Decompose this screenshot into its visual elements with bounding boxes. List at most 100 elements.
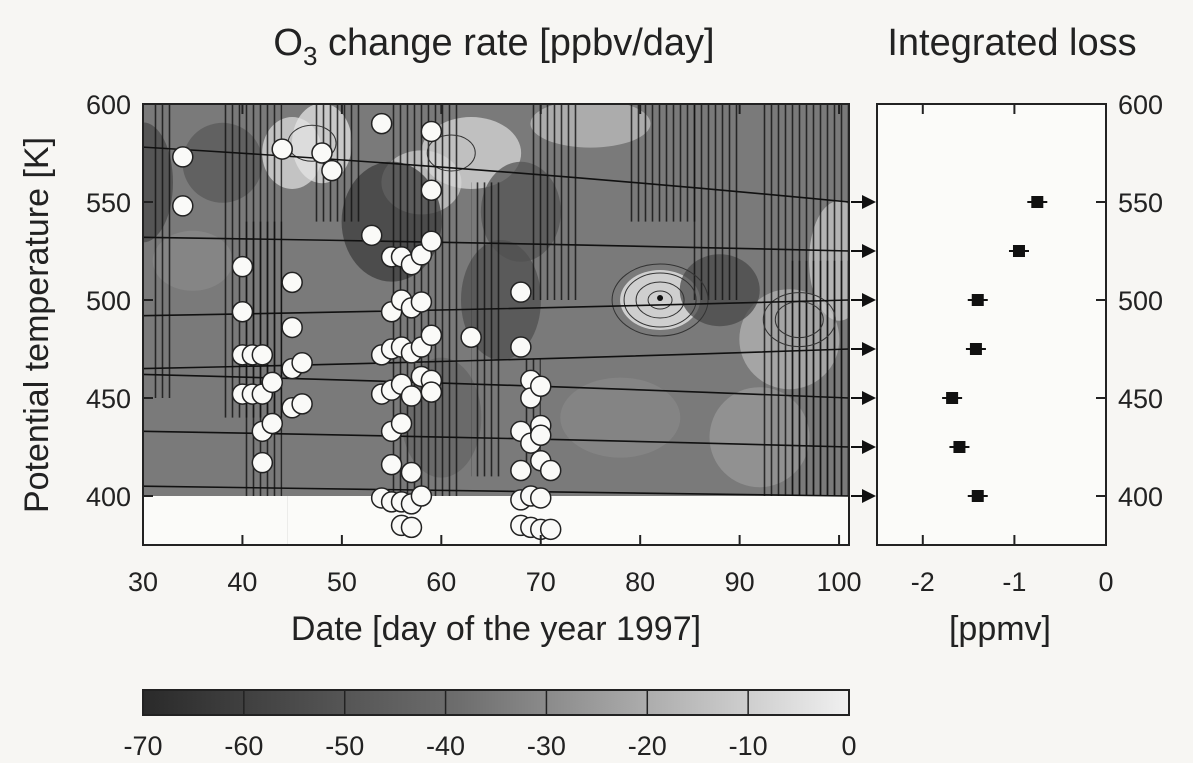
loss-y-tick-label: 450 — [1118, 384, 1163, 414]
x-tick-label: 30 — [128, 567, 158, 597]
sonde-point — [380, 453, 403, 476]
sonde-point — [420, 230, 443, 252]
hatched-region — [152, 104, 173, 398]
sonde-point — [529, 487, 552, 509]
contour-line — [647, 290, 673, 310]
sonde-point — [172, 195, 194, 217]
trajectory-line — [143, 146, 849, 203]
trajectory-arrow-head — [862, 440, 876, 454]
sonde-point — [281, 316, 303, 339]
contour-line — [426, 134, 476, 172]
hatched-region — [789, 260, 849, 526]
trajectory-arrow-head — [862, 244, 876, 258]
sonde-point — [420, 381, 443, 403]
sonde-point — [231, 301, 254, 323]
sonde-point — [291, 351, 313, 374]
x-tick-label: 90 — [725, 567, 755, 597]
hatched-region — [689, 104, 740, 300]
colorbar-tick-label: -60 — [224, 731, 263, 761]
x-tick-label: 100 — [817, 567, 862, 597]
colorbar-tick-label: -10 — [729, 731, 768, 761]
loss-x-axis-label: [ppmv] — [949, 610, 1051, 648]
colorbar-tick-label: -40 — [426, 731, 465, 761]
loss-y-tick-label: 400 — [1118, 482, 1163, 512]
sonde-point — [261, 412, 284, 435]
contour-line — [623, 272, 697, 328]
colorbar-tick-label: -50 — [325, 731, 364, 761]
trajectory-arrow-head — [862, 489, 876, 503]
x-axis-label: Date [day of the year 1997] — [291, 610, 701, 648]
trajectory-arrow-head — [862, 195, 876, 209]
trajectory-line — [143, 430, 849, 448]
sonde-point — [410, 291, 433, 313]
no-data-region — [287, 496, 849, 545]
loss-chart-title: Integrated loss — [887, 22, 1136, 64]
main-chart-title: O3 change rate [ppbv/day] — [273, 22, 714, 71]
sonde-point — [529, 424, 552, 446]
contour-line — [635, 281, 685, 319]
contour-center — [657, 295, 664, 302]
x-tick-label: 60 — [426, 567, 456, 597]
sonde-point — [390, 412, 413, 435]
sonde-point — [460, 326, 482, 348]
heatmap-shade-region — [560, 377, 681, 458]
sonde-point — [400, 516, 423, 539]
loss-x-tick-label: -2 — [911, 567, 935, 597]
sonde-point — [400, 461, 423, 484]
sonde-point — [281, 271, 303, 294]
sonde-point — [291, 393, 313, 415]
trajectory-line — [143, 373, 849, 399]
trajectory-line — [143, 485, 849, 497]
loss-frame — [876, 103, 1107, 546]
y-tick-label: 500 — [86, 286, 131, 316]
hatched-region — [630, 104, 700, 222]
loss-x-tick-label: 0 — [1098, 567, 1113, 597]
no-data-region — [143, 496, 288, 545]
sonde-point — [529, 375, 552, 397]
hatched-region — [530, 104, 581, 300]
sonde-point — [420, 324, 443, 347]
colorbar-tick-label: -20 — [628, 731, 667, 761]
sonde-point — [231, 255, 254, 278]
loss-y-tick-label: 500 — [1118, 286, 1163, 316]
y-tick-label: 400 — [86, 482, 131, 512]
sonde-point — [539, 459, 562, 482]
sonde-point — [510, 336, 532, 358]
x-tick-label: 80 — [625, 567, 655, 597]
colorbar-tick-label: -70 — [123, 731, 162, 761]
contour-line — [611, 263, 709, 337]
sonde-point — [400, 385, 423, 407]
sonde-point — [360, 224, 383, 247]
trajectory-arrow-head — [862, 293, 876, 307]
sonde-point — [410, 485, 433, 507]
trajectory-arrow-head — [862, 342, 876, 356]
sonde-point — [539, 518, 562, 541]
sonde-point — [420, 120, 443, 143]
sonde-point — [321, 159, 343, 182]
trajectory-line — [143, 236, 849, 252]
colorbar-tick-label: 0 — [841, 731, 856, 761]
sonde-point — [172, 146, 194, 168]
x-tick-label: 50 — [327, 567, 357, 597]
sonde-point — [251, 451, 274, 474]
y-tick-label: 550 — [86, 188, 131, 218]
colorbar: -70 -60 -50 -40 -30 -20 -10 0 — [123, 689, 857, 761]
x-tick-label: 40 — [227, 567, 257, 597]
sonde-point — [420, 179, 443, 201]
colorbar-gradient — [142, 689, 850, 716]
sonde-point — [251, 344, 274, 366]
loss-y-tick-label: 600 — [1118, 90, 1163, 120]
y-tick-label: 600 — [86, 90, 131, 120]
contour-line — [762, 292, 836, 348]
x-tick-label: 70 — [526, 567, 556, 597]
y-tick-label: 450 — [86, 384, 131, 414]
sonde-point — [510, 281, 532, 303]
loss-panel: -2 -1 0 400 450 500 550 600 — [876, 90, 1163, 597]
colorbar-tick-label: -30 — [527, 731, 566, 761]
y-axis-label: Potential temperature [K] — [18, 137, 56, 513]
heatmap-panel: 30 40 50 60 70 80 90 100 400 450 500 550 600 — [86, 90, 862, 597]
heatmap-frame — [142, 103, 850, 546]
sonde-point — [271, 138, 293, 160]
loss-y-tick-label: 550 — [1118, 188, 1163, 218]
